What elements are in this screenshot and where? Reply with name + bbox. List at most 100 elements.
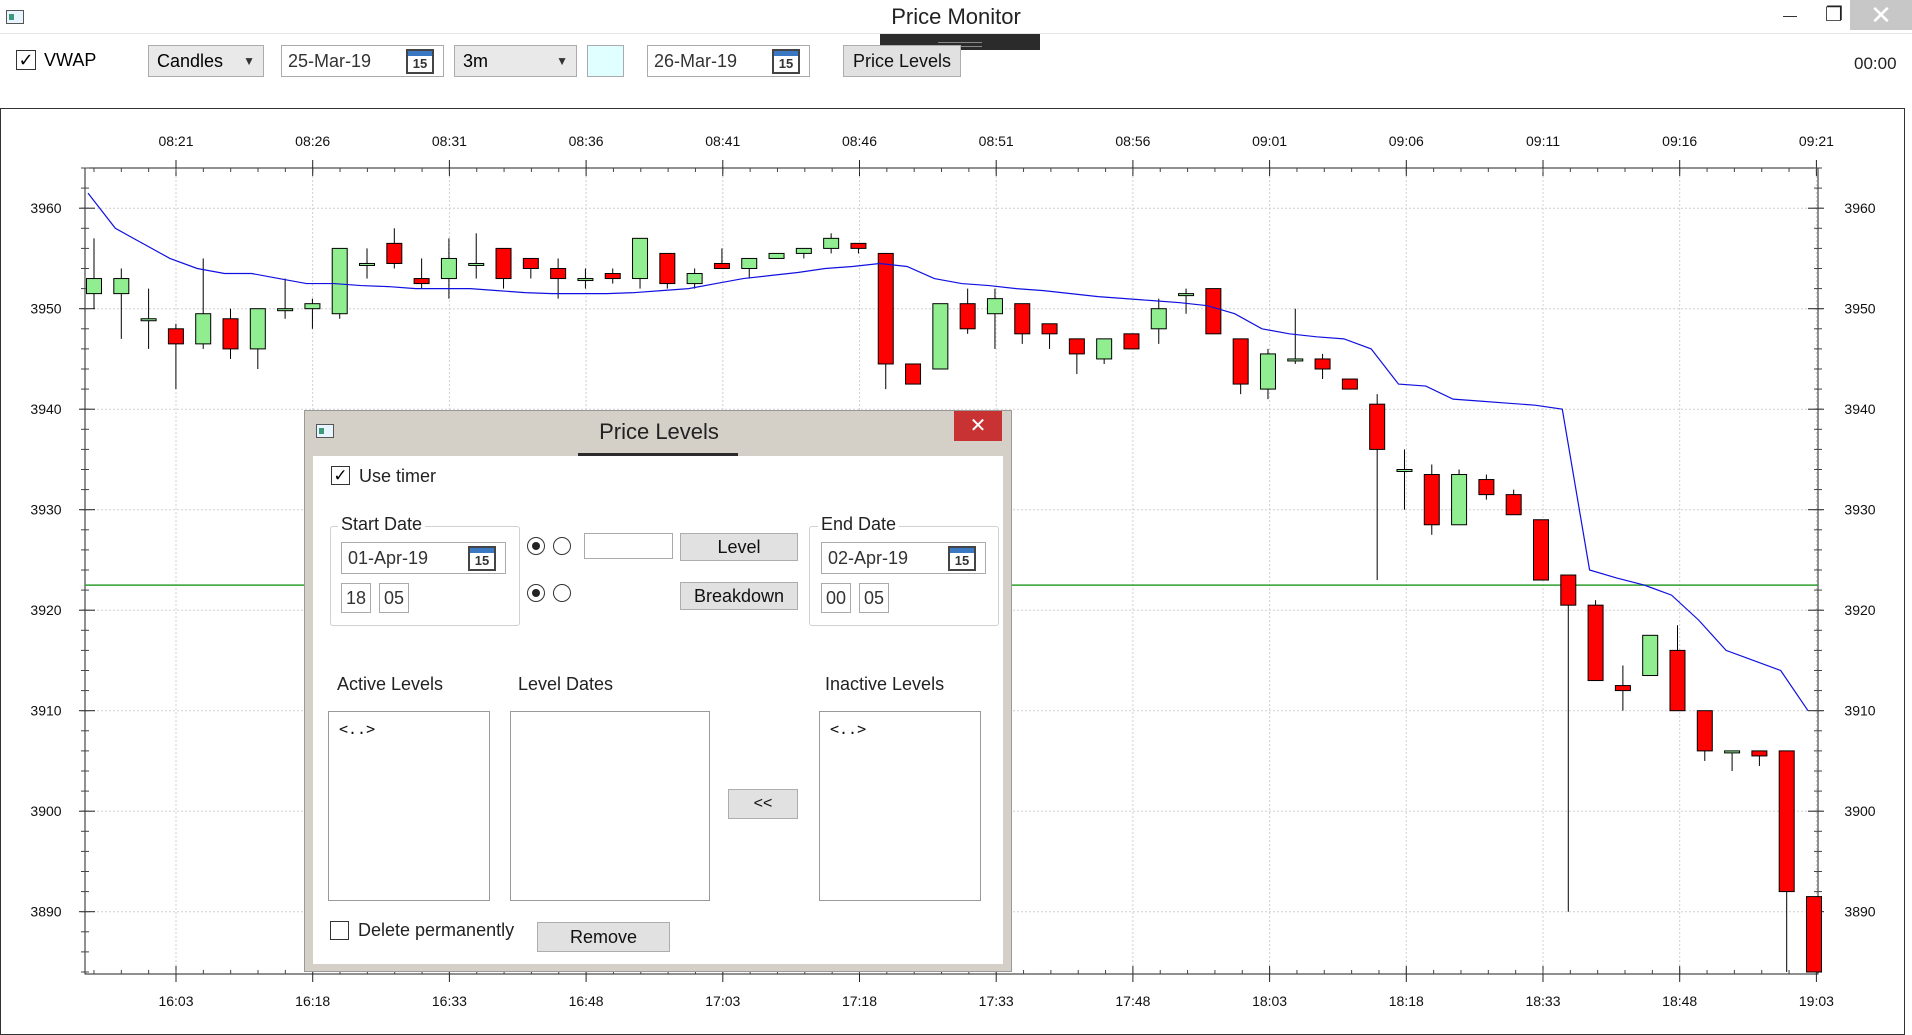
top-time-label: 09:16: [1662, 133, 1697, 149]
bottom-time-label: 16:03: [158, 993, 193, 1009]
right-price-label: 3940: [1844, 401, 1875, 417]
window-title: Price Monitor: [891, 4, 1021, 29]
calendar-icon[interactable]: 15: [772, 49, 800, 74]
end-date-value: 02-Apr-19: [828, 548, 909, 568]
left-price-label: 3920: [30, 602, 61, 618]
top-time-label: 09:01: [1252, 133, 1287, 149]
right-price-label: 3950: [1844, 301, 1875, 317]
end-hour-field[interactable]: 00: [821, 583, 851, 613]
dialog-title: Price Levels: [599, 419, 719, 444]
interval-select[interactable]: 3m ▼: [454, 45, 577, 77]
candle-down: [1068, 338, 1085, 355]
bottom-time-label: 18:03: [1252, 993, 1287, 1009]
dialog-close-button[interactable]: ✕: [954, 411, 1002, 441]
breakdown-radio-primary[interactable]: [527, 584, 545, 602]
level-value-input[interactable]: [584, 533, 673, 559]
candle-up: [577, 278, 594, 282]
calendar-icon[interactable]: 15: [468, 546, 496, 571]
top-time-label: 08:41: [705, 133, 740, 149]
minimize-button[interactable]: —: [1783, 7, 1797, 23]
delete-permanently-checkbox[interactable]: [330, 921, 349, 940]
bottom-time-label: 16:33: [432, 993, 467, 1009]
candle-up: [440, 257, 457, 280]
list-item[interactable]: <..>: [830, 720, 867, 738]
left-price-label: 3950: [30, 301, 61, 317]
chevron-down-icon: ▼: [556, 54, 568, 68]
start-date-picker[interactable]: 01-Apr-19 15: [341, 542, 506, 574]
move-to-active-button[interactable]: <<: [728, 789, 798, 819]
price-levels-button[interactable]: Price Levels: [843, 45, 961, 77]
vwap-line: [87, 192, 1809, 712]
start-hour-field[interactable]: 18: [341, 583, 371, 613]
candle-up: [1096, 338, 1113, 360]
calendar-icon[interactable]: 15: [948, 546, 976, 571]
level-radio-primary[interactable]: [527, 537, 545, 555]
right-price-label: 3930: [1844, 502, 1875, 518]
top-time-label: 09:11: [1526, 133, 1560, 149]
candle-up: [932, 303, 949, 370]
candle-up: [768, 252, 785, 259]
use-timer-checkbox[interactable]: ✓: [331, 466, 350, 485]
candle-down: [222, 318, 239, 350]
list-item[interactable]: <..>: [339, 720, 376, 738]
close-button[interactable]: ✕: [1850, 0, 1912, 30]
candle-up: [468, 262, 485, 266]
breakdown-radio-secondary[interactable]: [553, 584, 571, 602]
active-levels-list[interactable]: <..>: [328, 711, 490, 901]
candle-down: [1232, 338, 1249, 385]
bottom-time-label: 18:48: [1662, 993, 1697, 1009]
start-date-picker[interactable]: 25-Mar-19 15: [281, 45, 444, 77]
chart-type-value: Candles: [157, 51, 224, 71]
bottom-time-label: 16:18: [295, 993, 330, 1009]
candle-down: [495, 247, 512, 280]
end-date-value: 26-Mar-19: [654, 51, 738, 71]
breakdown-button[interactable]: Breakdown: [680, 582, 798, 610]
top-time-label: 08:36: [569, 133, 604, 149]
level-button[interactable]: Level: [680, 533, 798, 561]
candle-down: [1806, 896, 1822, 973]
end-date-group: [809, 526, 999, 626]
price-levels-dialog: Price Levels ✕ ✓ Use timer Start Date 01…: [304, 410, 1012, 972]
title-bar: Price Monitor — ❐ ✕: [0, 0, 1912, 34]
calendar-icon[interactable]: 15: [406, 49, 434, 74]
start-minute-field[interactable]: 05: [379, 583, 409, 613]
end-date-picker[interactable]: 26-Mar-19 15: [647, 45, 810, 77]
left-price-label: 3960: [30, 200, 61, 216]
candle-up: [686, 273, 703, 285]
candle-down: [1423, 474, 1440, 526]
candle-down: [659, 252, 676, 285]
candle-up: [140, 318, 157, 322]
interval-value: 3m: [463, 51, 489, 71]
candle-down: [1369, 403, 1386, 450]
checkmark-icon: ✓: [333, 466, 348, 485]
candle-down: [1614, 685, 1631, 692]
bottom-time-label: 16:48: [569, 993, 604, 1009]
bottom-time-label: 17:48: [1115, 993, 1150, 1009]
end-minute-field[interactable]: 05: [859, 583, 889, 613]
dialog-app-icon: [316, 424, 334, 438]
level-dates-label: Level Dates: [518, 674, 614, 694]
candle-down: [413, 278, 430, 285]
bottom-time-label: 17:03: [705, 993, 740, 1009]
candle-up: [1642, 634, 1659, 677]
level-radio-secondary[interactable]: [553, 537, 571, 555]
bottom-time-label: 17:18: [842, 993, 877, 1009]
color-swatch[interactable]: [587, 45, 624, 77]
inactive-levels-list[interactable]: <..>: [819, 711, 981, 901]
candle-down: [1341, 378, 1358, 390]
chart-type-select[interactable]: Candles ▼: [148, 45, 264, 77]
dialog-body: ✓ Use timer Start Date 01-Apr-19 15 18 0…: [313, 456, 1003, 964]
delete-permanently-label: Delete permanently: [358, 920, 515, 940]
remove-button[interactable]: Remove: [537, 922, 670, 952]
top-time-label: 08:51: [979, 133, 1014, 149]
top-time-label: 08:46: [842, 133, 877, 149]
candle-up: [1451, 474, 1468, 526]
right-price-label: 3900: [1844, 803, 1875, 819]
end-date-picker[interactable]: 02-Apr-19 15: [821, 542, 986, 574]
maximize-button[interactable]: ❐: [1825, 4, 1843, 26]
candle-down: [713, 262, 730, 269]
bottom-time-label: 17:33: [979, 993, 1014, 1009]
vwap-checkbox[interactable]: ✓: [16, 50, 36, 70]
bottom-time-label: 19:03: [1799, 993, 1834, 1009]
level-dates-list[interactable]: [510, 711, 710, 901]
